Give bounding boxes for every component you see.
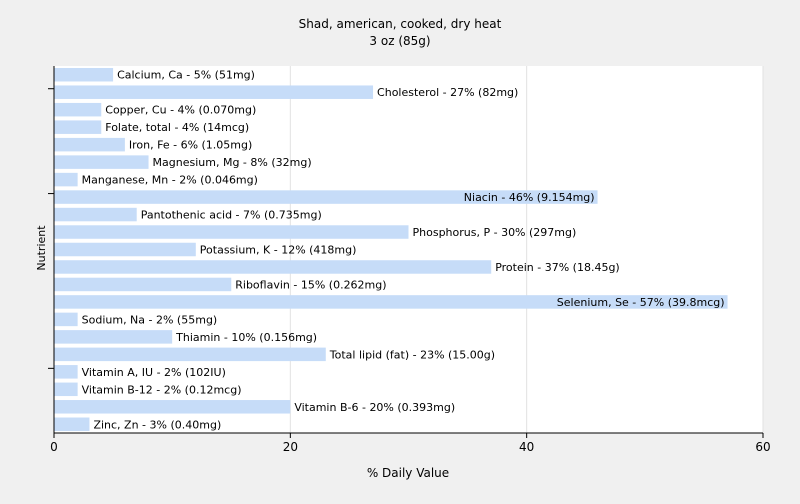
data-label: Iron, Fe - 6% (1.05mg) [129, 139, 252, 152]
bar [54, 365, 78, 379]
bar [54, 382, 78, 397]
data-label: Cholesterol - 27% (82mg) [377, 86, 518, 99]
data-label: Sodium, Na - 2% (55mg) [82, 313, 218, 326]
bar [54, 207, 137, 222]
data-label: Manganese, Mn - 2% (0.046mg) [82, 174, 258, 187]
data-label: Copper, Cu - 4% (0.070mg) [105, 104, 256, 117]
bar [54, 85, 374, 99]
chart-subtitle: 3 oz (85g) [369, 34, 430, 48]
bar [54, 347, 326, 362]
bar [54, 190, 598, 204]
bar [54, 330, 173, 344]
data-label: Calcium, Ca - 5% (51mg) [117, 69, 255, 82]
bar [54, 242, 196, 257]
data-label: Selenium, Se - 57% (39.8mcg) [557, 296, 725, 309]
data-label: Zinc, Zn - 3% (0.40mg) [93, 418, 221, 431]
bar [54, 172, 78, 187]
data-label: Niacin - 46% (9.154mg) [464, 191, 595, 204]
chart-title: Shad, american, cooked, dry heat [299, 17, 502, 31]
data-label: Magnesium, Mg - 8% (32mg) [153, 156, 312, 169]
data-label: Protein - 37% (18.45g) [495, 261, 620, 274]
axes-group: 0 20 40 60 [48, 66, 771, 454]
y-axis-title: Nutrient [35, 225, 48, 271]
bar [54, 277, 232, 292]
data-label: Folate, total - 4% (14mcg) [105, 121, 249, 134]
bar [54, 120, 102, 134]
x-tick-label: 0 [50, 440, 58, 454]
bar [54, 137, 125, 152]
data-label: Total lipid (fat) - 23% (15.00g) [329, 348, 495, 361]
bar [54, 67, 114, 82]
data-label: Thiamin - 10% (0.156mg) [175, 331, 317, 344]
bars-group: Calcium, Ca - 5% (51mg) Cholesterol - 27%… [54, 67, 728, 432]
grid-lines [289, 66, 764, 433]
x-tick-label: 40 [519, 440, 534, 454]
bar [54, 260, 492, 274]
bar [54, 417, 90, 432]
x-axis-title: % Daily Value [367, 466, 449, 480]
x-tick-label: 20 [283, 440, 298, 454]
x-tick-label: 60 [755, 440, 770, 454]
data-label: Riboflavin - 15% (0.262mg) [235, 278, 386, 291]
data-label: Vitamin B-12 - 2% (0.12mcg) [82, 383, 242, 396]
bar [54, 295, 728, 309]
bar [54, 312, 78, 327]
data-label: Vitamin A, IU - 2% (102IU) [82, 366, 226, 379]
bar [54, 155, 149, 169]
data-label: Potassium, K - 12% (418mg) [200, 244, 357, 257]
data-label: Phosphorus, P - 30% (297mg) [413, 226, 577, 239]
bar [54, 225, 409, 239]
bar [54, 102, 102, 117]
data-label: Pantothenic acid - 7% (0.735mg) [141, 209, 322, 222]
data-label: Vitamin B-6 - 20% (0.393mg) [294, 401, 455, 414]
bar [54, 400, 291, 414]
